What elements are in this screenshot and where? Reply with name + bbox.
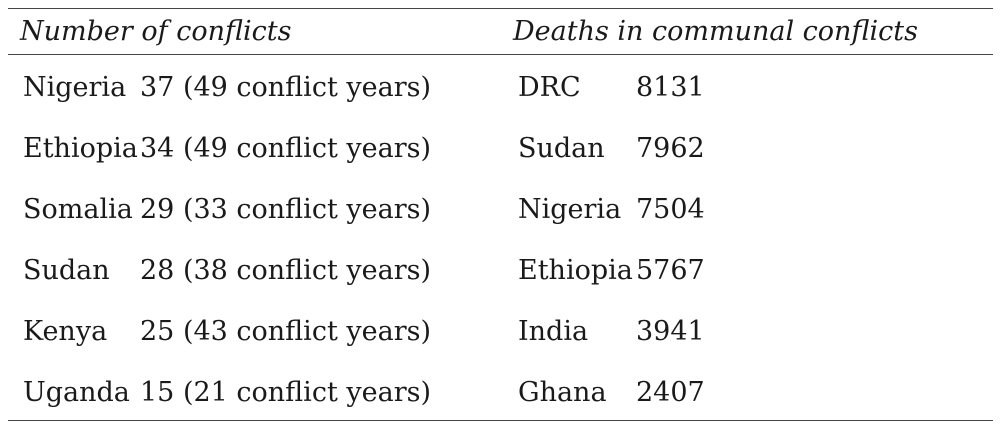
table-row: Ethiopia 34 (49 conflict years) Sudan 79… bbox=[8, 119, 993, 180]
country-deaths-cell: Ghana bbox=[518, 377, 607, 408]
country-cell: Kenya bbox=[23, 316, 108, 347]
table-row: Sudan 28 (38 conflict years) Ethiopia 57… bbox=[8, 241, 993, 302]
header-number-of-conflicts: Number of conflicts bbox=[20, 16, 292, 47]
country-cell: Nigeria bbox=[23, 72, 127, 103]
country-cell: Somalia bbox=[23, 194, 133, 225]
table-row: Somalia 29 (33 conflict years) Nigeria 7… bbox=[8, 180, 993, 241]
table-row: Kenya 25 (43 conflict years) India 3941 bbox=[8, 302, 993, 363]
conflict-count-cell: 34 (49 conflict years) bbox=[140, 133, 432, 164]
country-cell: Uganda bbox=[23, 377, 130, 408]
country-cell: Ethiopia bbox=[23, 133, 138, 164]
bottom-rule bbox=[8, 420, 993, 421]
country-deaths-cell: Ethiopia bbox=[518, 255, 633, 286]
country-deaths-cell: Sudan bbox=[518, 133, 605, 164]
country-deaths-cell: Nigeria bbox=[518, 194, 622, 225]
deaths-cell: 7504 bbox=[636, 194, 705, 225]
conflict-table: Number of conflicts Deaths in communal c… bbox=[8, 0, 993, 426]
deaths-cell: 3941 bbox=[636, 316, 705, 347]
conflict-count-cell: 25 (43 conflict years) bbox=[140, 316, 432, 347]
table-body: Nigeria 37 (49 conflict years) DRC 8131 … bbox=[8, 58, 993, 424]
country-deaths-cell: DRC bbox=[518, 72, 581, 103]
deaths-cell: 8131 bbox=[636, 72, 705, 103]
top-rule bbox=[8, 8, 993, 9]
table-row: Nigeria 37 (49 conflict years) DRC 8131 bbox=[8, 58, 993, 119]
conflict-count-cell: 15 (21 conflict years) bbox=[140, 377, 432, 408]
country-deaths-cell: India bbox=[518, 316, 589, 347]
conflict-count-cell: 29 (33 conflict years) bbox=[140, 194, 432, 225]
header-deaths-in-communal-conflicts: Deaths in communal conflicts bbox=[513, 16, 918, 47]
deaths-cell: 5767 bbox=[636, 255, 705, 286]
deaths-cell: 2407 bbox=[636, 377, 705, 408]
country-cell: Sudan bbox=[23, 255, 110, 286]
conflict-count-cell: 28 (38 conflict years) bbox=[140, 255, 432, 286]
header-rule bbox=[8, 54, 993, 55]
table-row: Uganda 15 (21 conflict years) Ghana 2407 bbox=[8, 363, 993, 424]
conflict-count-cell: 37 (49 conflict years) bbox=[140, 72, 432, 103]
deaths-cell: 7962 bbox=[636, 133, 705, 164]
